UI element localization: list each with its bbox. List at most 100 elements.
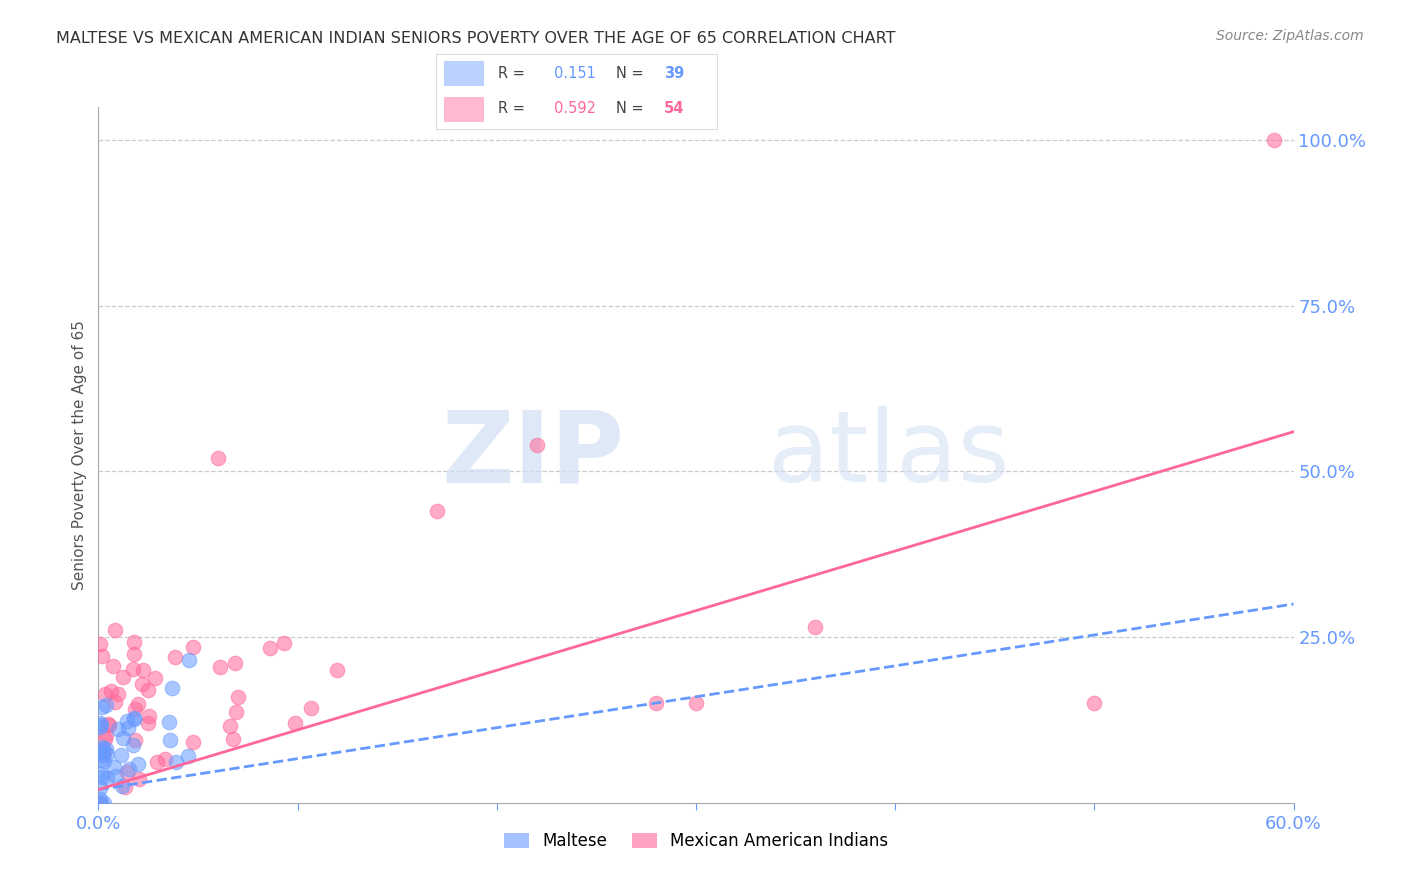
Point [160,681,183,696]
Point [91,739,114,754]
Point [112,670,135,684]
Point [685,697,707,711]
Text: 54: 54 [664,102,683,116]
Point [284,716,307,731]
Point [104,696,127,710]
Point [143,672,166,686]
Point [101,658,124,673]
Text: 39: 39 [664,66,683,81]
Point [93,746,115,760]
Point [1083,697,1105,711]
Point [155,752,177,766]
Point [104,624,127,638]
Text: MALTESE VS MEXICAN AMERICAN INDIAN SENIORS POVERTY OVER THE AGE OF 65 CORRELATIO: MALTESE VS MEXICAN AMERICAN INDIAN SENIO… [56,31,896,46]
Text: N =: N = [616,102,644,116]
Text: ZIP: ZIP [441,407,624,503]
Point [89,637,111,651]
Point [93,796,115,810]
Point [90,770,112,784]
Point [138,716,160,731]
Point [110,748,132,763]
Point [89,720,111,734]
Point [107,687,129,701]
Point [122,662,145,676]
Point [138,708,160,723]
Point [224,656,246,670]
Y-axis label: Seniors Poverty Over the Age of 65: Seniors Poverty Over the Age of 65 [72,320,87,590]
Point [157,714,180,729]
Point [226,690,249,704]
Point [90,796,112,810]
Point [207,451,229,466]
Bar [444,96,484,122]
Point [526,438,548,452]
Point [103,760,125,774]
Point [122,647,145,661]
Point [124,702,146,716]
Point [183,640,205,655]
Point [128,772,150,787]
Point [131,677,153,691]
Point [166,756,188,770]
Point [96,772,118,786]
Point [273,636,295,650]
Point [91,742,114,756]
Point [117,714,139,728]
Point [208,660,231,674]
Point [426,504,449,518]
Point [222,732,245,747]
Point [124,732,146,747]
Point [89,745,111,759]
Point [124,712,146,726]
Point [104,769,127,783]
Point [181,735,204,749]
Point [89,796,111,810]
Point [94,728,117,742]
Point [111,731,134,746]
Point [89,792,111,806]
Point [94,741,117,756]
Text: 0.151: 0.151 [554,66,596,81]
Point [326,663,349,677]
Point [97,716,120,731]
Text: N =: N = [616,66,644,81]
Point [111,780,134,794]
Point [179,652,201,666]
Point [645,697,668,711]
Point [159,732,181,747]
Point [100,684,122,698]
Point [91,649,114,664]
Point [91,748,114,763]
Point [804,620,827,634]
Point [114,780,136,794]
Point [124,711,146,725]
Point [165,650,187,665]
Point [93,687,115,701]
Point [122,739,145,753]
Point [89,781,111,796]
Text: R =: R = [498,102,524,116]
Point [115,764,138,779]
Point [146,755,169,769]
Point [218,719,240,733]
Text: Source: ZipAtlas.com: Source: ZipAtlas.com [1216,29,1364,43]
Point [90,754,112,768]
Point [259,640,281,655]
Bar [444,62,484,87]
Point [225,705,247,719]
Point [94,731,117,746]
Point [90,767,112,781]
Point [94,698,117,712]
Point [127,697,149,711]
Point [131,663,153,677]
Point [91,700,114,714]
Point [118,762,141,776]
Point [299,701,322,715]
Point [93,754,115,768]
Text: atlas: atlas [768,407,1010,503]
Point [127,757,149,772]
Point [117,722,139,736]
Point [124,635,146,649]
Text: R =: R = [498,66,524,81]
Point [90,718,112,732]
